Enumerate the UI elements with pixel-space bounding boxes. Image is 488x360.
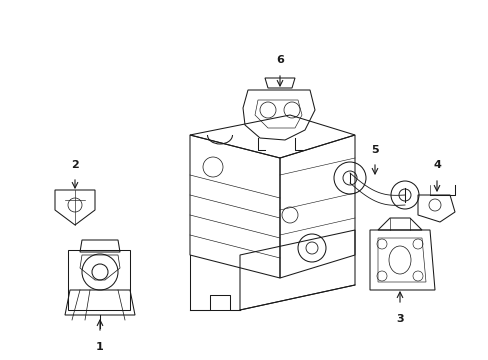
Text: 4: 4 — [432, 160, 440, 170]
Text: 1: 1 — [96, 342, 103, 352]
Text: 5: 5 — [370, 145, 378, 155]
Text: 3: 3 — [395, 314, 403, 324]
Text: 6: 6 — [276, 55, 284, 65]
Text: 2: 2 — [71, 160, 79, 170]
